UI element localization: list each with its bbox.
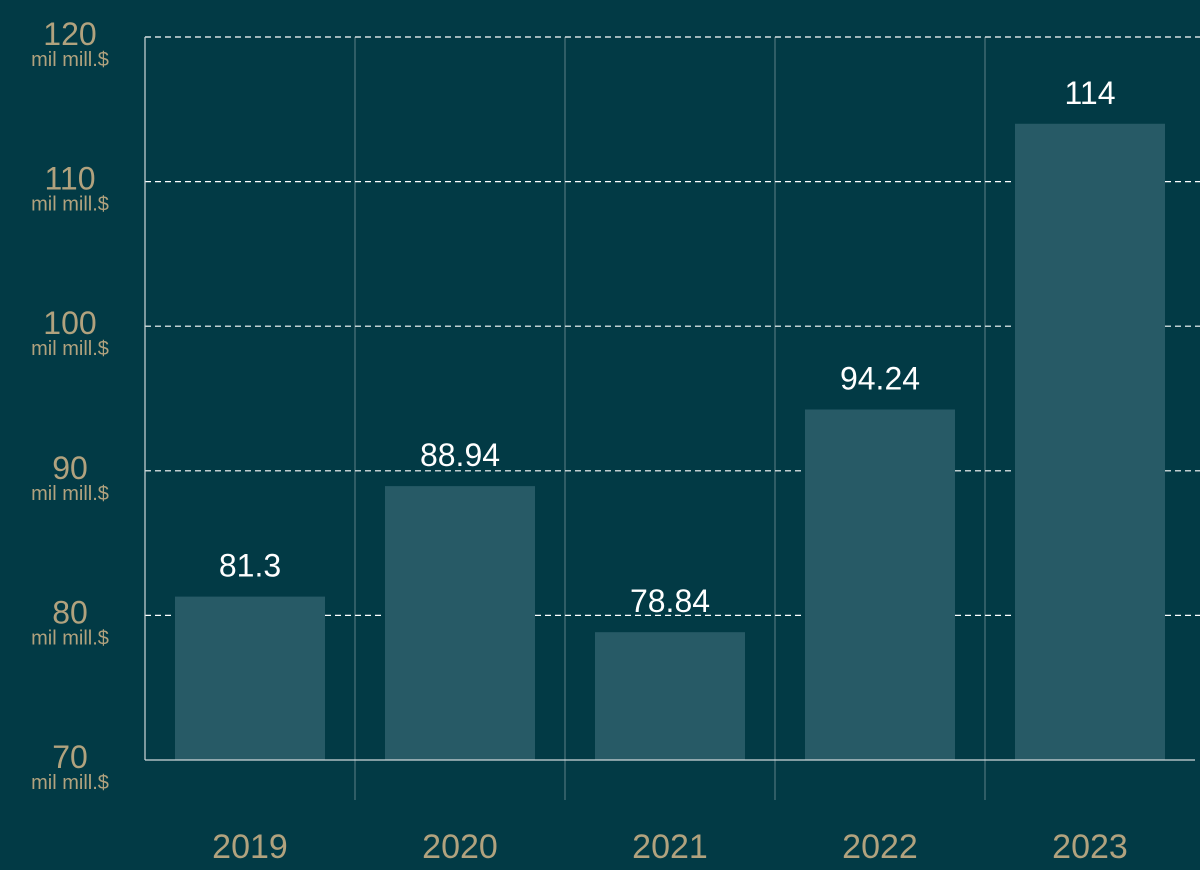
- y-tick-unit: mil mill.$: [31, 627, 109, 649]
- y-tick-label: 70: [52, 739, 88, 775]
- value-label-2021: 78.84: [630, 583, 710, 619]
- y-tick-label: 100: [43, 305, 96, 341]
- x-tick-label-2019: 2019: [212, 828, 288, 866]
- value-label-2020: 88.94: [420, 437, 500, 473]
- y-tick-label: 80: [52, 594, 88, 630]
- bar-2022: [805, 409, 955, 760]
- y-tick-unit: mil mill.$: [31, 483, 109, 505]
- bar-2021: [595, 632, 745, 760]
- value-label-2019: 81.3: [219, 548, 281, 584]
- x-tick-label-2023: 2023: [1052, 828, 1128, 866]
- bar-2023: [1015, 123, 1165, 760]
- x-tick-label-2022: 2022: [842, 828, 918, 866]
- y-tick-label: 110: [44, 161, 95, 197]
- labels-layer: 81.3 2019 88.94 2020 78.84 2021 94.24 2022 114 20…: [212, 75, 1128, 866]
- y-tick-unit: mil mill.$: [31, 49, 109, 71]
- y-tick-label: 120: [43, 16, 96, 52]
- y-tick-label: 90: [52, 450, 88, 486]
- y-tick-unit: mil mill.$: [31, 338, 109, 360]
- bar-2019: [175, 596, 325, 760]
- y-tick-unit: mil mill.$: [31, 194, 109, 216]
- x-tick-label-2021: 2021: [632, 828, 708, 866]
- x-tick-label-2020: 2020: [422, 828, 498, 866]
- y-tick-unit: mil mill.$: [31, 772, 109, 794]
- value-label-2022: 94.24: [840, 360, 920, 396]
- bar-2020: [385, 486, 535, 760]
- bars-layer: [175, 123, 1165, 760]
- value-label-2023: 114: [1064, 75, 1115, 111]
